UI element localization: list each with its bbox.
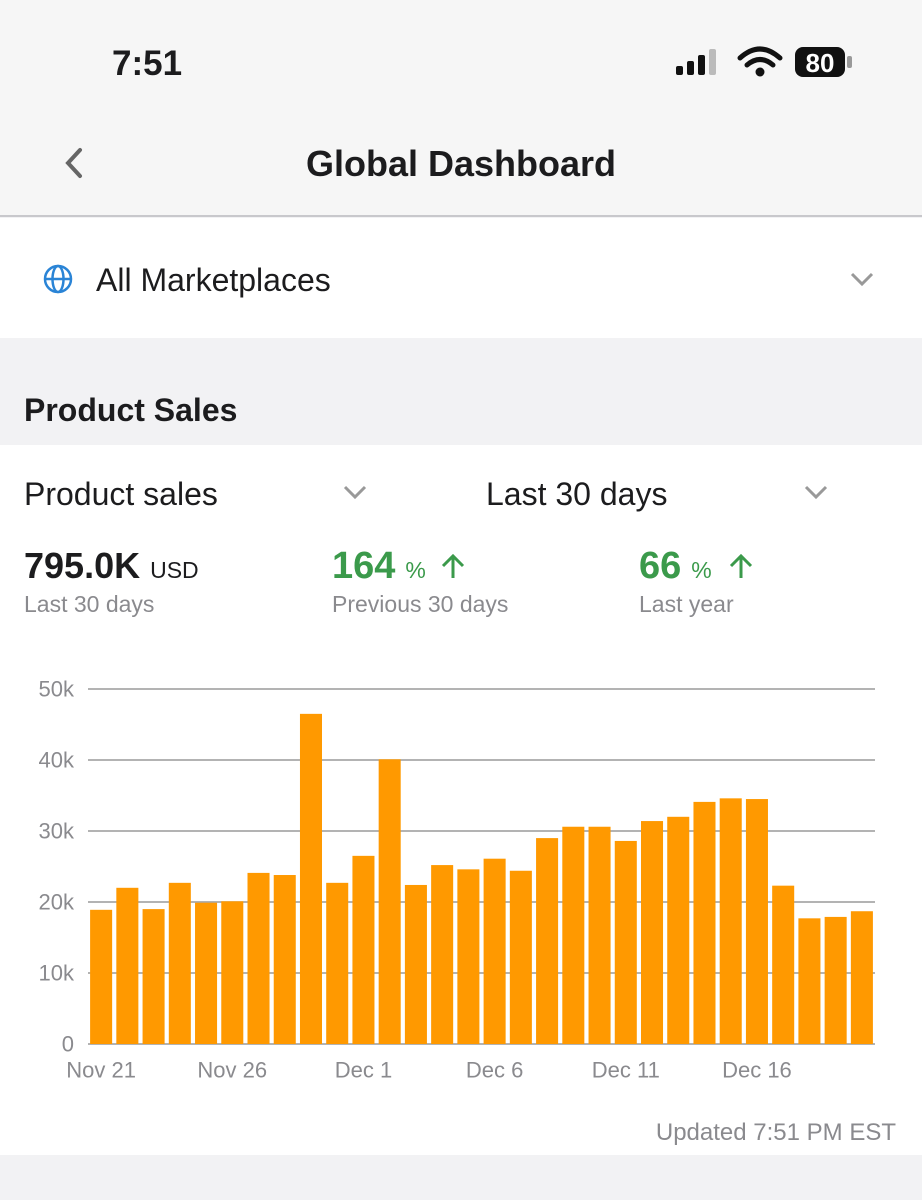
top-bar (0, 0, 922, 216)
bar (745, 799, 768, 1044)
up-arrow (729, 553, 753, 578)
x-tick-label: Dec 6 (466, 1058, 523, 1083)
x-tick-label: Dec 16 (722, 1058, 792, 1083)
updated-note: Updated 7:51 PM EST (656, 1119, 896, 1146)
chevron (850, 272, 874, 287)
bar (299, 713, 323, 1044)
section-title: Product Sales (24, 392, 237, 428)
bar (457, 869, 480, 1044)
bar (195, 902, 218, 1044)
bar (116, 887, 139, 1044)
metric-select[interactable]: Product sales (24, 476, 218, 512)
range-select[interactable]: Last 30 days (486, 476, 667, 512)
bar (798, 918, 821, 1044)
stat: 164% (332, 545, 426, 587)
bar (483, 858, 506, 1044)
bar (614, 840, 637, 1044)
chevron (804, 485, 828, 500)
y-tick-label: 50k (39, 677, 75, 702)
stat-unit: % (405, 557, 425, 583)
bar (509, 870, 532, 1044)
stat-unit: % (691, 557, 711, 583)
bar (404, 884, 427, 1044)
up-arrow (441, 553, 465, 578)
chevron (343, 485, 367, 500)
y-tick-label: 0 (62, 1032, 74, 1057)
stat-value: 795.0K (24, 545, 140, 586)
signal-icon (676, 49, 716, 75)
bar (352, 855, 375, 1044)
stat-caption: Previous 30 days (332, 591, 508, 617)
bar (90, 909, 113, 1044)
x-tick-label: Dec 1 (335, 1058, 392, 1083)
marketplace-row[interactable] (0, 218, 922, 338)
x-tick-label: Dec 11 (592, 1058, 660, 1083)
bar (667, 816, 690, 1044)
stat-unit: USD (150, 557, 199, 583)
globe-icon (43, 264, 73, 294)
y-tick-label: 10k (39, 961, 75, 986)
y-tick-label: 20k (39, 890, 75, 915)
y-tick-label: 40k (39, 748, 75, 773)
bar (221, 901, 244, 1044)
stat-value: 66 (639, 545, 681, 587)
bar (640, 821, 664, 1044)
header-title: Global Dashboard (306, 143, 616, 184)
chart: 0 10k 20k 30k 40k 50k Nov 21 Nov 26 Dec 1 Dec 6 De… (39, 677, 875, 1083)
marketplace-label: All Marketplaces (96, 262, 331, 298)
back-button[interactable] (65, 148, 82, 178)
bar (326, 882, 349, 1044)
bar (824, 916, 847, 1044)
battery-tip (847, 56, 852, 68)
bar (431, 865, 454, 1044)
stat: 795.0K USD (24, 545, 199, 586)
bar (247, 872, 270, 1044)
bar (588, 826, 611, 1044)
stat-caption: Last 30 days (24, 591, 154, 617)
bar (142, 909, 165, 1044)
x-tick-label: Nov 21 (66, 1058, 136, 1083)
status-time: 7:51 (112, 44, 182, 83)
bar (168, 882, 191, 1044)
bar (562, 826, 585, 1044)
stat-caption: Last year (639, 591, 734, 617)
stat: 66% (639, 545, 712, 587)
x-tick-label: Nov 26 (197, 1058, 267, 1083)
battery-icon (795, 47, 845, 77)
battery-level: 80 (806, 48, 835, 78)
bar (719, 798, 742, 1044)
stat-value: 164 (332, 545, 395, 587)
wifi-icon (737, 46, 783, 77)
bar (378, 759, 401, 1044)
bar (772, 885, 795, 1044)
y-tick-label: 30k (39, 819, 75, 844)
bar (850, 911, 873, 1044)
bar (693, 801, 716, 1044)
bar (273, 875, 296, 1044)
bar (536, 838, 559, 1044)
